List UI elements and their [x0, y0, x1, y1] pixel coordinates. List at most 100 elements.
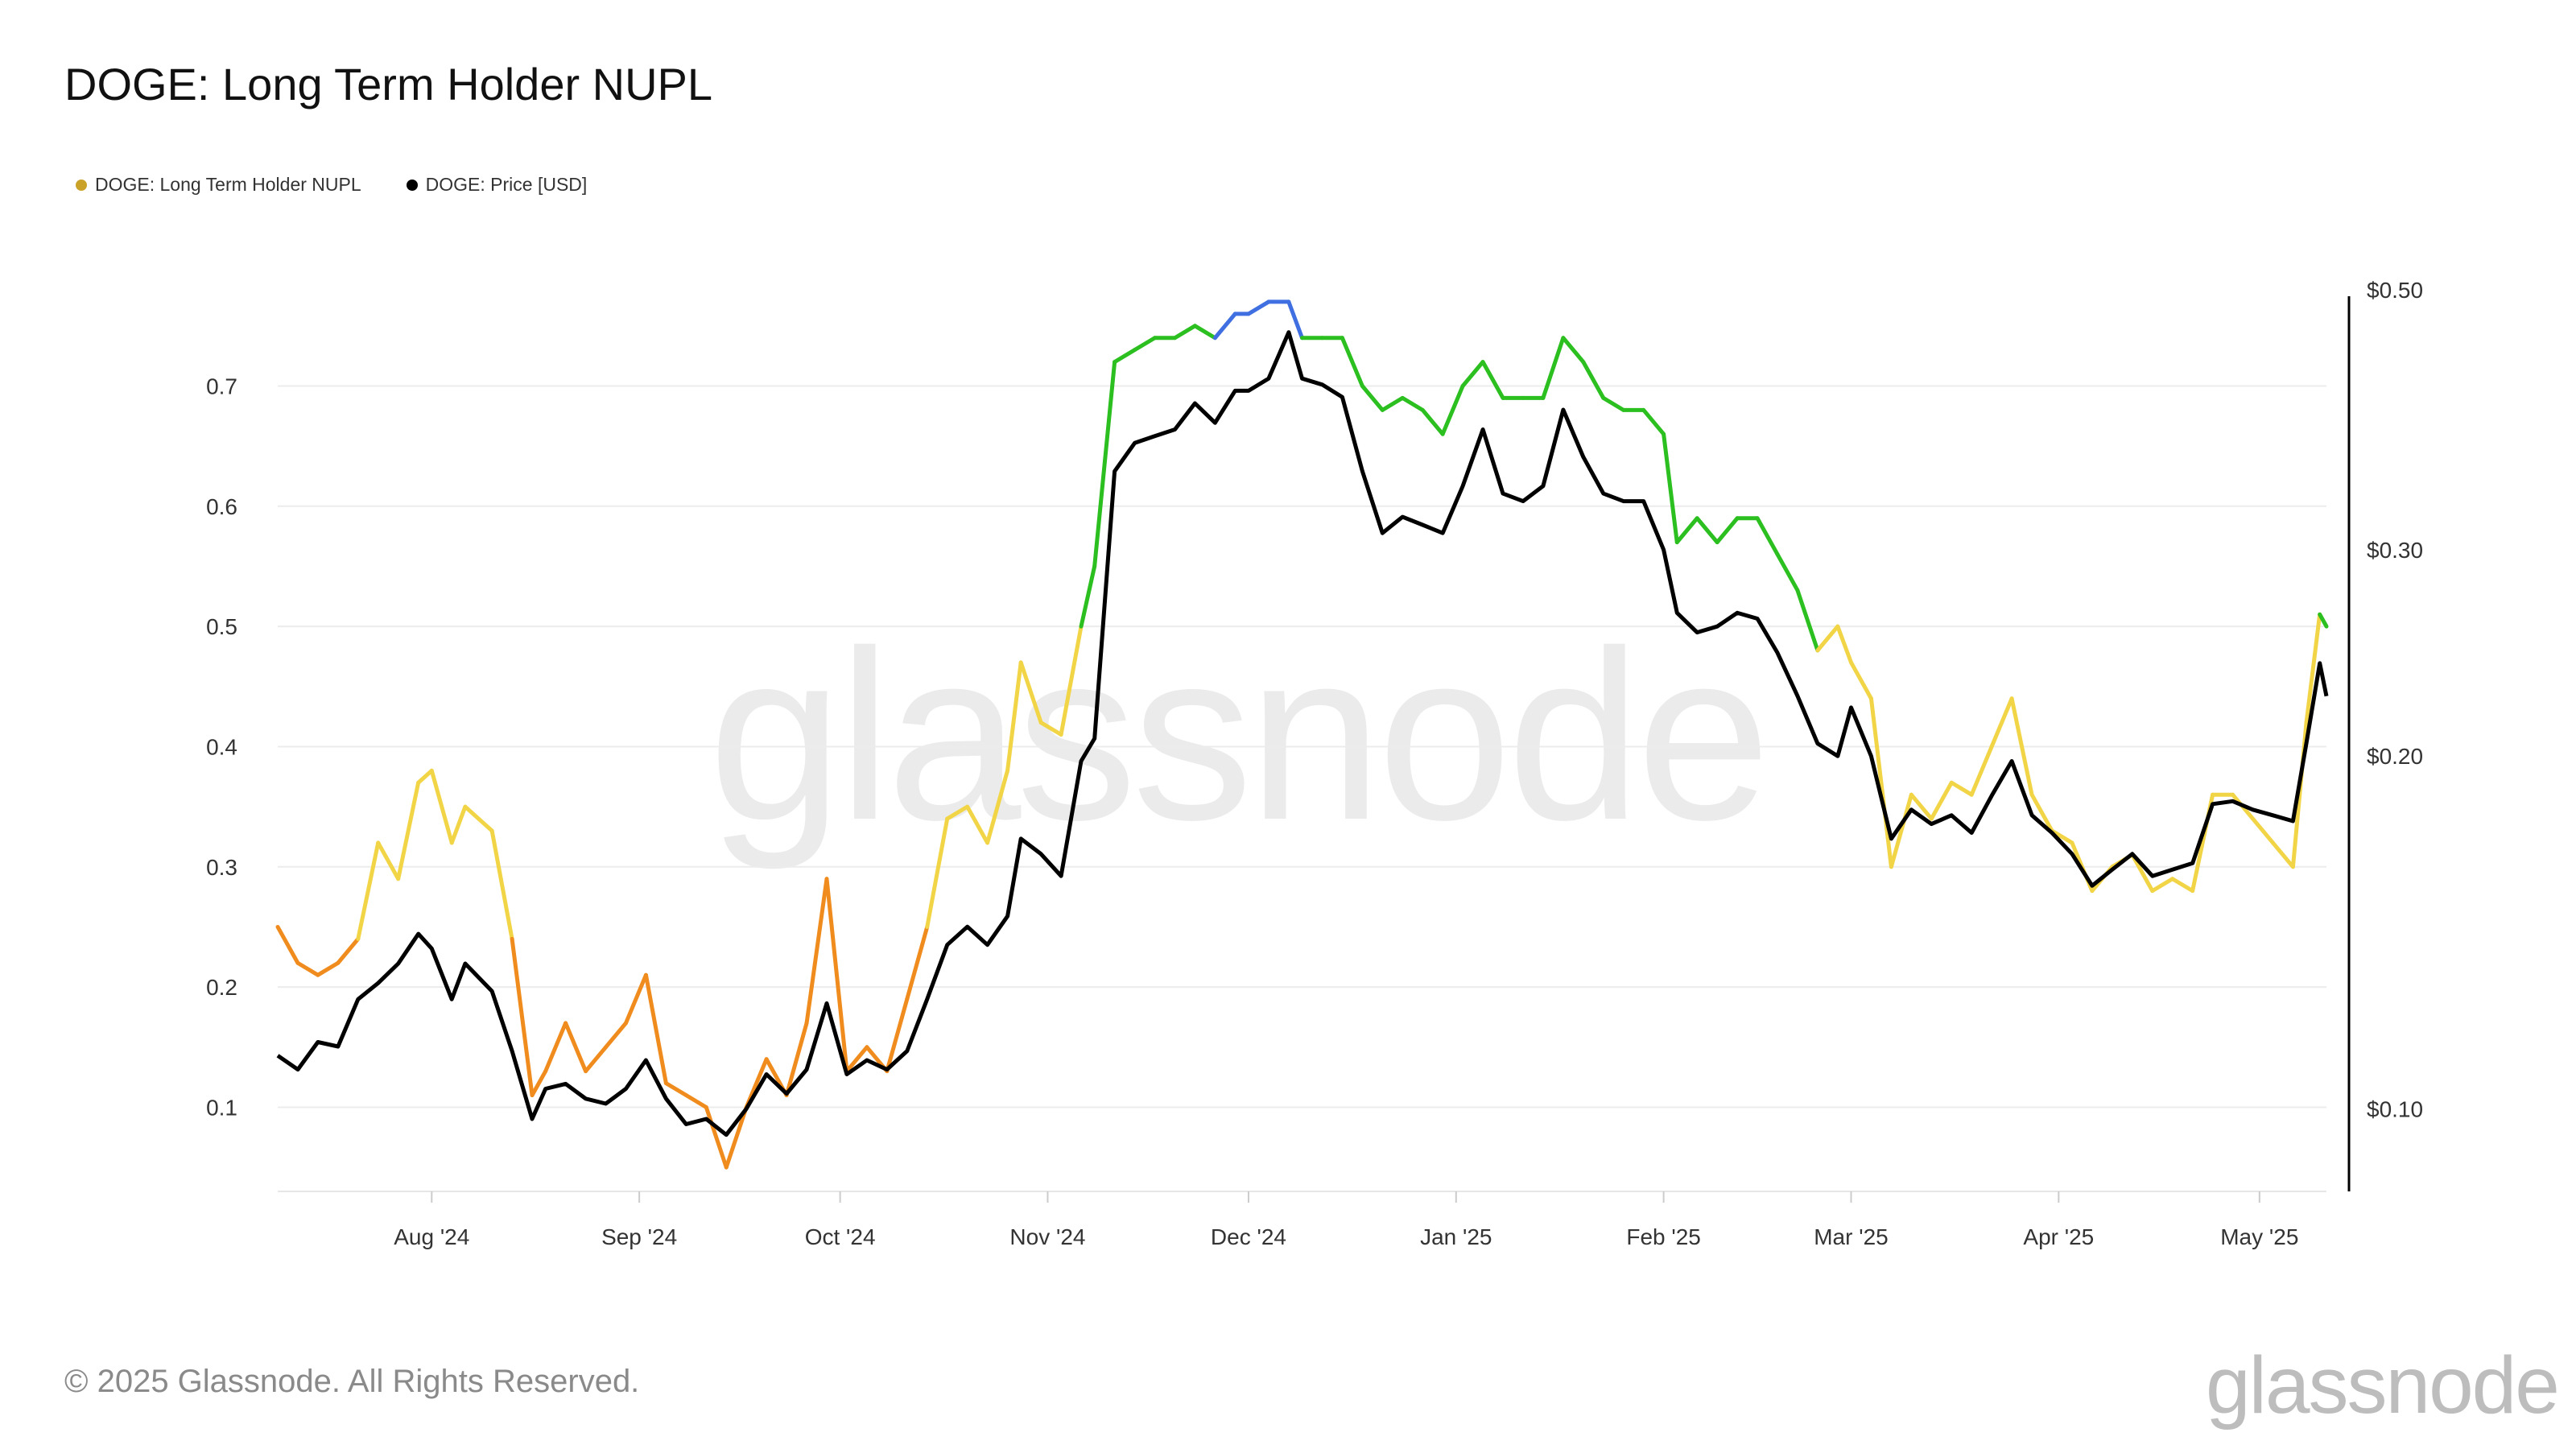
nupl-line-segment [1420, 407, 1445, 436]
y-right-tick-label: $0.50 [2367, 278, 2423, 303]
nupl-line-segment [1092, 360, 1117, 568]
nupl-line-segment [2130, 852, 2155, 894]
nupl-line-segment [463, 804, 494, 833]
nupl-line-segment [2029, 792, 2054, 833]
nupl-line-segment [1172, 324, 1197, 341]
nupl-line-segment [663, 1081, 688, 1098]
y-tick-label: 0.3 [206, 855, 237, 880]
nupl-line-segment [396, 780, 421, 881]
nupl-line-segment [1440, 383, 1465, 436]
nupl-line-segment [356, 840, 381, 941]
nupl-line-segment [1286, 299, 1304, 341]
nupl-line-segment [683, 1093, 708, 1109]
nupl-line-segment [1561, 336, 1586, 365]
legend: DOGE: Long Term Holder NUPL DOGE: Price … [76, 174, 587, 196]
nupl-line-segment [1795, 588, 1820, 653]
y-tick-label: 0.7 [206, 374, 237, 398]
nupl-line-segment [1835, 624, 1853, 665]
x-tick-label: Jan '25 [1420, 1224, 1492, 1249]
nupl-line-segment [824, 877, 849, 1074]
nupl-line-segment [724, 1104, 749, 1170]
x-tick-label: Apr '25 [2023, 1224, 2094, 1249]
legend-label: DOGE: Price [USD] [425, 174, 588, 195]
nupl-line-segment [2270, 840, 2295, 869]
y-tick-label: 0.2 [206, 975, 237, 1000]
nupl-line-segment [1480, 360, 1505, 400]
nupl-line-segment [543, 1021, 568, 1074]
nupl-line-segment [1360, 383, 1385, 412]
nupl-line-segment [1775, 552, 1800, 592]
y-tick-label: 0.6 [206, 494, 237, 519]
x-tick-label: Dec '24 [1211, 1224, 1286, 1249]
legend-item-price[interactable]: DOGE: Price [USD] [406, 174, 588, 196]
nupl-line-segment [1929, 780, 1954, 821]
x-tick-label: Aug '24 [394, 1224, 469, 1249]
nupl-line-segment [1755, 516, 1780, 557]
nupl-line-segment [1601, 395, 1626, 412]
y-right-tick-label: $0.20 [2367, 744, 2423, 769]
nupl-line-segment [275, 924, 300, 965]
price-line [276, 330, 2329, 1137]
nupl-line-segment [316, 960, 341, 977]
nupl-line-segment [1949, 780, 1974, 797]
nupl-line-segment [1662, 431, 1679, 545]
nupl-line-segment [2304, 612, 2322, 725]
nupl-line-segment [416, 768, 434, 785]
glassnode-logo: glassnode [2206, 1340, 2560, 1430]
nupl-line-segment [604, 1021, 628, 1050]
nupl-line-segment [905, 924, 930, 1001]
nupl-line-segment [336, 936, 361, 965]
y-tick-label: 0.5 [206, 614, 237, 639]
nupl-line-segment [1848, 660, 1873, 701]
nupl-line-segment [1246, 299, 1271, 316]
nupl-line-segment [295, 960, 320, 977]
nupl-line-segment [1133, 336, 1158, 353]
nupl-line-segment [623, 972, 648, 1026]
y-right-tick-label: $0.30 [2367, 538, 2423, 563]
nupl-line-segment [1038, 720, 1063, 737]
nupl-line-segment [1868, 696, 1893, 869]
nupl-line-segment [429, 768, 454, 845]
nupl-line-segment [1340, 336, 1364, 388]
x-tick-label: Mar '25 [1814, 1224, 1889, 1249]
nupl-line-segment [1192, 324, 1217, 341]
nupl-line-segment [1695, 516, 1719, 545]
nupl-line-segment [844, 1045, 869, 1074]
nupl-line-segment [784, 1021, 809, 1098]
nupl-line-segment [945, 804, 970, 821]
nupl-line-segment [2050, 828, 2074, 845]
nupl-line-segment [2170, 877, 2195, 894]
nupl-line-segment [1581, 360, 1606, 400]
nupl-line-segment [2318, 612, 2329, 629]
x-tick-label: Nov '24 [1009, 1224, 1085, 1249]
copyright-text: © 2025 Glassnode. All Rights Reserved. [64, 1364, 640, 1399]
nupl-line-segment [510, 936, 535, 1098]
legend-item-nupl[interactable]: DOGE: Long Term Holder NUPL [76, 174, 361, 196]
nupl-line-segment [885, 997, 910, 1074]
nupl-line-segment [1969, 744, 1994, 797]
nupl-line-segment [1674, 516, 1699, 545]
nupl-line-segment [1018, 660, 1043, 725]
x-tick-label: May '25 [2220, 1224, 2298, 1249]
nupl-line-segment [643, 972, 668, 1086]
y-tick-label: 0.1 [206, 1095, 237, 1120]
nupl-line-segment [1212, 312, 1237, 341]
nupl-line-segment [925, 816, 950, 929]
nupl-line-segment [804, 877, 829, 1026]
nupl-line-segment [1005, 660, 1023, 773]
nupl-line-segment [2009, 696, 2034, 797]
x-tick-label: Sep '24 [601, 1224, 677, 1249]
legend-label: DOGE: Long Term Holder NUPL [95, 174, 361, 195]
nupl-line-segment [1715, 516, 1740, 545]
nupl-line-segment [489, 828, 514, 941]
nupl-line-segment [449, 804, 468, 845]
nupl-line-segment [376, 840, 401, 881]
nupl-line-segment [985, 768, 1010, 845]
nupl-line-segment [2251, 816, 2275, 845]
nupl-line-segment [2150, 877, 2175, 894]
nupl-line-segment [1079, 564, 1097, 629]
nupl-line-segment [1541, 336, 1566, 400]
nupl-line-segment [1113, 348, 1137, 365]
nupl-line-segment [564, 1021, 588, 1074]
nupl-line-segment [704, 1104, 729, 1170]
